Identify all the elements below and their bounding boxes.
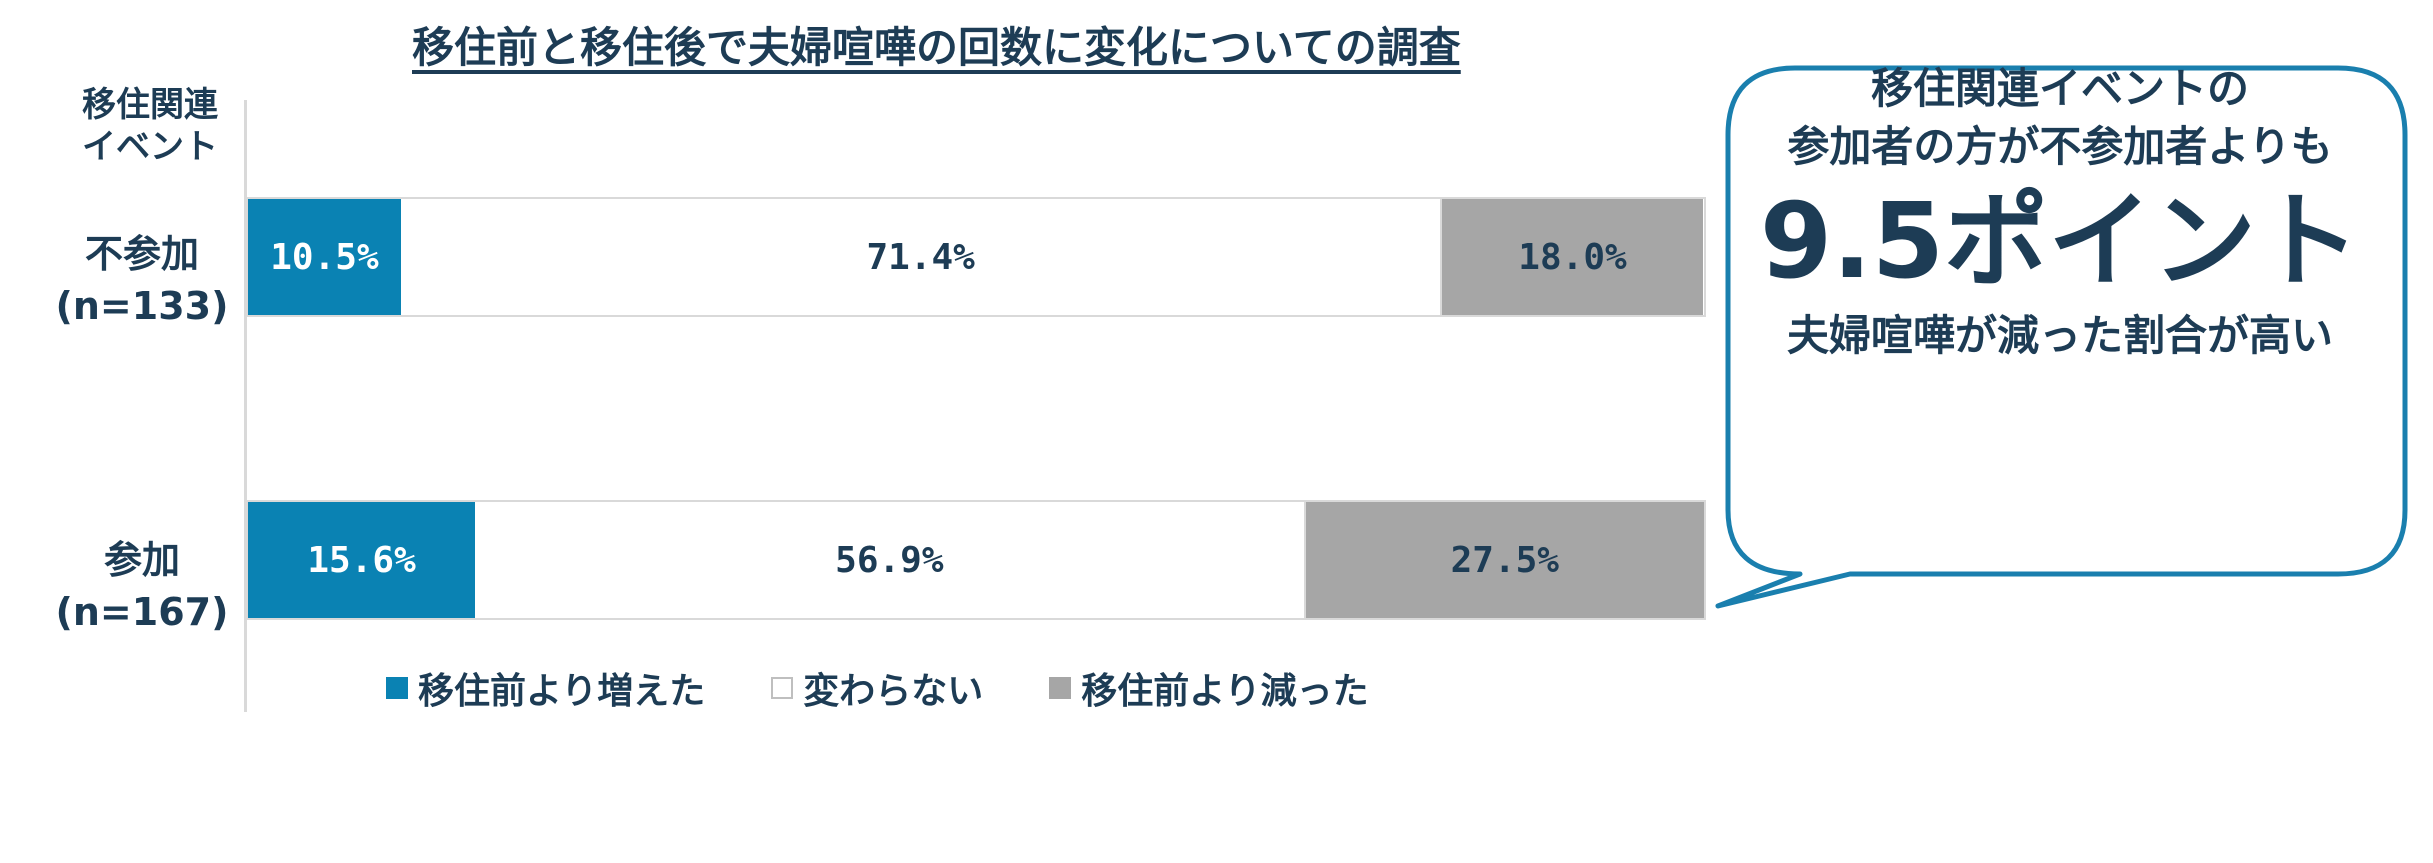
bar-segment-decreased: 27.5% — [1303, 502, 1704, 618]
legend-swatch-unchanged — [771, 677, 794, 699]
category-n: (n=167) — [55, 590, 229, 634]
category-n: (n=133) — [55, 284, 229, 328]
legend-item-unchanged: 変わらない — [771, 662, 983, 714]
chart-title: 移住前と移住後で夫婦喧嘩の回数に変化についての調査 — [412, 23, 1461, 72]
legend-label: 移住前より減った — [1081, 671, 1369, 712]
callout-line-3: 夫婦喧嘩が減った割合が高い — [1786, 311, 2333, 360]
category-name: 不参加 — [84, 232, 199, 276]
callout-bubble-outline — [1715, 65, 2408, 609]
callout-text: 移住関連イベントの 参加者の方が不参加者よりも 9.5ポイント 夫婦喧嘩が減った… — [1720, 60, 2400, 366]
bar-row-nonparticipant: 10.5% 71.4% 18.0% — [246, 197, 1706, 317]
category-label-nonparticipant: 不参加 (n=133) — [42, 228, 242, 332]
legend-label: 変わらない — [803, 671, 984, 712]
legend: 移住前より増えた 変わらない 移住前より減った — [386, 662, 1369, 714]
bar-segment-decreased: 18.0% — [1440, 199, 1703, 315]
bar-segment-increased: 10.5% — [248, 199, 401, 315]
legend-swatch-increased — [386, 677, 408, 699]
bar-segment-unchanged: 56.9% — [475, 502, 1304, 618]
category-label-participant: 参加 (n=167) — [42, 534, 242, 638]
callout-highlight: 9.5ポイント — [1759, 180, 2361, 302]
bar-row-participant: 15.6% 56.9% 27.5% — [246, 500, 1706, 620]
category-name: 参加 — [103, 538, 180, 582]
legend-item-increased: 移住前より増えた — [386, 662, 705, 714]
bar-segment-increased: 15.6% — [248, 502, 476, 618]
legend-swatch-decreased — [1049, 677, 1072, 699]
callout-line-1: 移住関連イベントの — [1870, 64, 2249, 113]
category-axis-title: 移住関連 イベント — [82, 85, 218, 167]
bar-segment-unchanged: 71.4% — [400, 199, 1441, 315]
callout-line-2: 参加者の方が不参加者よりも — [1787, 122, 2333, 171]
legend-item-decreased: 移住前より減った — [1049, 662, 1369, 714]
legend-label: 移住前より増えた — [418, 671, 706, 712]
category-axis-line — [244, 100, 247, 712]
